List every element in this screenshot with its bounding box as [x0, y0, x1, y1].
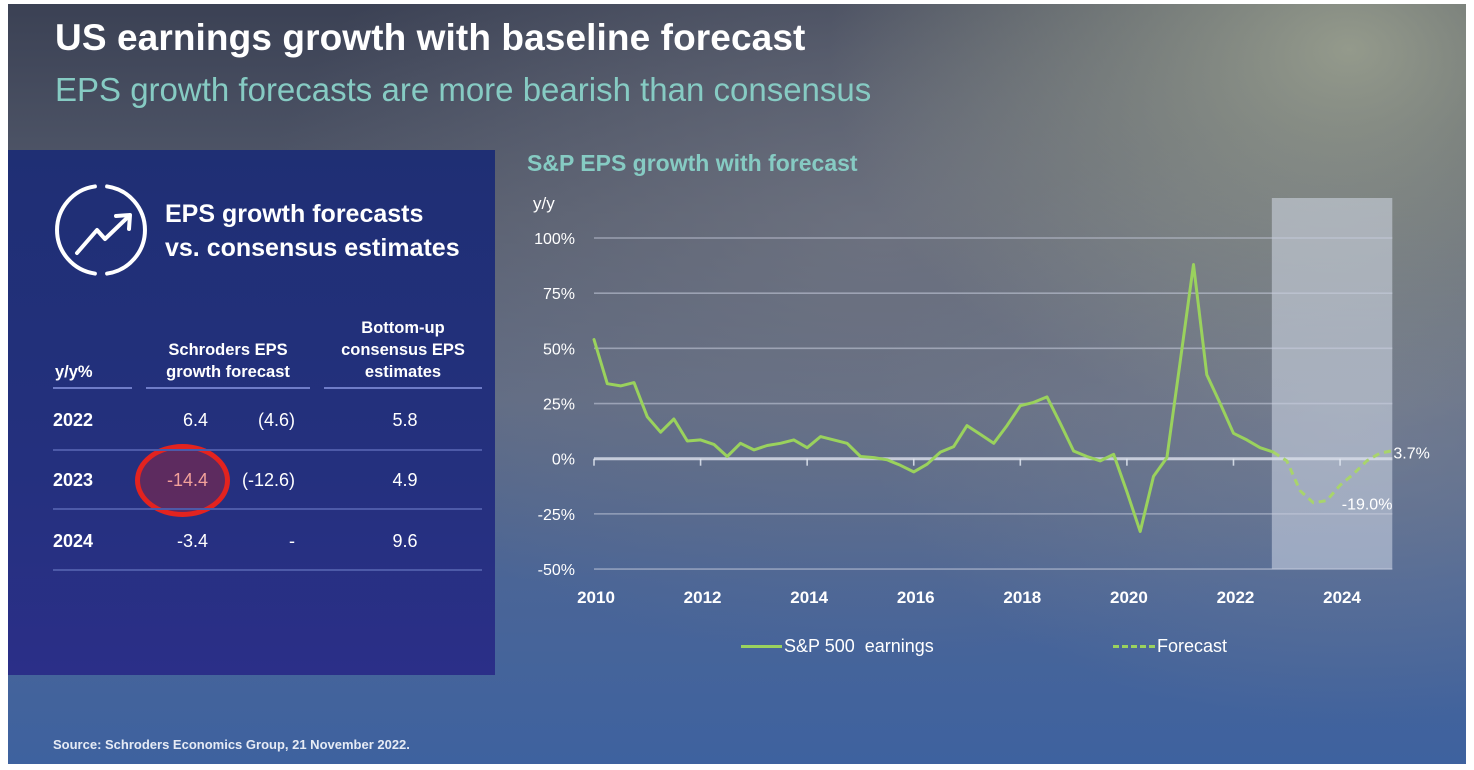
table-row-divider [53, 508, 482, 510]
row-schroders-forecast: -3.4 [176, 531, 208, 551]
legend-swatch-dashed-line [1113, 645, 1155, 648]
slide-subtitle: EPS growth forecasts are more bearish th… [55, 71, 872, 108]
row-schroders-forecast: -14.4 [166, 470, 208, 490]
table-header-divider [53, 387, 132, 389]
row-schroders-forecast: 6.4 [182, 410, 208, 430]
header-line: growth forecast [166, 363, 290, 381]
row-previous-forecast: (4.6) [257, 410, 295, 430]
header-line: y/y% [55, 363, 93, 381]
x-tick-label: 2024 [1323, 588, 1361, 607]
legend-label: Forecast [1157, 636, 1228, 656]
data-labels: 3.7% -19.0% [1342, 446, 1430, 514]
forecast-comparison-panel: EPS growth forecasts vs. consensus estim… [8, 150, 495, 675]
x-tick-label: 2014 [790, 588, 828, 607]
panel-heading-line: EPS growth forecasts [165, 200, 424, 228]
y-tick-label: -50% [538, 562, 575, 579]
row-year: 2024 [53, 531, 94, 551]
header-line: consensus EPS [341, 341, 465, 359]
data-label: 3.7% [1393, 446, 1429, 463]
x-tick-label: 2010 [577, 588, 615, 607]
x-tick-label: 2016 [897, 588, 935, 607]
x-tick-label: 2020 [1110, 588, 1148, 607]
chart-title: S&P EPS growth with forecast [527, 150, 858, 176]
series-line-forecast-group [1272, 449, 1394, 505]
highlight-circle [135, 443, 230, 517]
table-header-divider [324, 387, 482, 389]
x-tick-label: 2022 [1217, 588, 1255, 607]
y-tick-label: 50% [543, 341, 575, 358]
row-consensus-estimate: 4.9 [392, 470, 418, 490]
row-consensus-estimate: 9.6 [392, 531, 418, 551]
y-tick-label: 25% [543, 397, 575, 414]
x-tick-label: 2012 [684, 588, 722, 607]
source-note: Source: Schroders Economics Group, 21 No… [53, 737, 410, 752]
panel-heading-line: vs. consensus estimates [165, 234, 460, 262]
legend-label: S&P 500 earnings [784, 636, 934, 656]
slide-title: US earnings growth with baseline forecas… [55, 17, 806, 58]
table-header-year: y/y% [55, 361, 93, 383]
row-year: 2023 [53, 470, 94, 490]
header-line: Schroders EPS [168, 341, 288, 359]
y-tick-label: 0% [552, 452, 575, 469]
table-row-divider [53, 449, 482, 451]
y-axis-tick-labels: 100% 75% 50% 25% 0% -25% -50% [534, 231, 575, 579]
row-previous-forecast: - [289, 531, 295, 551]
row-consensus-estimate: 5.8 [392, 410, 418, 430]
table-header-schroders-forecast: Schroders EPS growth forecast [148, 339, 308, 383]
header-line: Bottom-up [361, 319, 445, 337]
forecast-region-shading [1271, 198, 1393, 570]
y-tick-label: 75% [543, 286, 575, 303]
table-header-consensus-estimates: Bottom-up consensus EPS estimates [324, 317, 482, 383]
row-previous-forecast: (-12.6) [241, 470, 295, 490]
x-tick-label: 2018 [1003, 588, 1041, 607]
table-row-divider [53, 569, 482, 571]
data-label: -19.0% [1342, 497, 1393, 514]
gridlines [594, 237, 1393, 570]
header-line: estimates [364, 363, 442, 381]
y-tick-label: -25% [538, 507, 575, 524]
trend-up-circle-icon [55, 184, 147, 276]
y-tick-label: 100% [534, 231, 575, 248]
table-header-divider [146, 387, 310, 389]
y-axis-label: y/y [533, 194, 555, 213]
series-line-sp500-earnings-group [592, 263, 1275, 533]
row-year: 2022 [53, 410, 94, 430]
series-line-sp500-earnings [592, 263, 1275, 533]
series-line-forecast [1272, 449, 1394, 505]
x-axis-tick-labels: 2010 2012 2014 2016 2018 2020 2022 2024 [577, 458, 1362, 607]
panel-heading: EPS growth forecasts vs. consensus estim… [165, 197, 460, 265]
legend-swatch-solid-line [741, 645, 782, 648]
